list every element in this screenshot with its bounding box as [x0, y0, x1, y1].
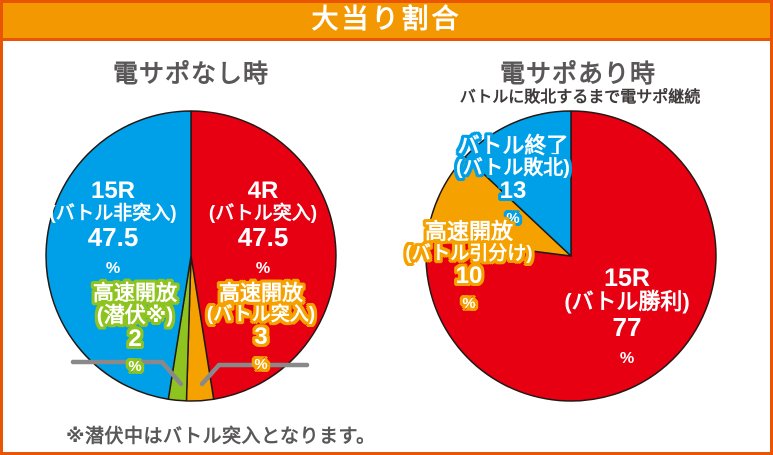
slice-label-line1: 4R — [247, 177, 279, 204]
percent-value: 3 — [254, 322, 268, 350]
pie-2-slice-1 — [426, 155, 572, 257]
slice-label-line2: (バトル突入) — [208, 202, 318, 224]
slice-label-kousoku-senpuku: 高速開放 (潜伏※) 2% — [74, 283, 196, 377]
slice-label-kousoku-battle-draw: 高速開放 (バトル引分け) 10% — [388, 219, 550, 314]
pie-2-slice-0 — [425, 110, 717, 402]
percent-sign: % — [128, 358, 142, 375]
percent-sign: % — [619, 348, 635, 367]
percent-value: 77 — [612, 311, 642, 342]
slice-label-line1: 高速開放 — [424, 219, 513, 244]
callout-line-green-slice — [70, 359, 184, 387]
pie-2-slice-2 — [464, 110, 572, 257]
callout-line-orange-slice — [199, 362, 310, 387]
slice-label-percent: 13% — [432, 176, 594, 229]
right-chart-title: 電サポあり時 — [499, 60, 656, 88]
percent-value: 47.5 — [87, 221, 139, 252]
slice-label-battle-end-defeat: バトル終了 (バトル敗北) 13% — [432, 133, 594, 229]
pie-1-slice-3 — [45, 110, 192, 400]
percent-sign: % — [255, 258, 271, 277]
percent-sign: % — [506, 210, 520, 227]
slice-label-percent: 10% — [388, 261, 550, 314]
percent-value: 2 — [128, 324, 142, 352]
slice-label-percent: 47.5% — [31, 221, 195, 278]
slice-label-percent: 47.5% — [181, 221, 345, 278]
left-chart-title: 電サポなし時 — [112, 60, 269, 88]
header-bar: 大当り割合 — [0, 0, 773, 41]
footnote: ※潜伏中はバトル突入となります。 — [66, 426, 376, 447]
slice-label-percent: 3% — [190, 322, 332, 375]
page-title: 大当り割合 — [311, 4, 462, 34]
percent-sign: % — [105, 258, 121, 277]
pie-1-slice-0 — [190, 110, 337, 400]
slice-label-15r-battle-win: 15R (バトル勝利) 77% — [544, 265, 710, 368]
slice-label-line1: 高速開放 — [219, 282, 303, 305]
slice-label-line2: (バトル突入) — [206, 303, 316, 325]
slice-label-line1: 高速開放 — [93, 282, 177, 305]
slice-label-line2: (バトル敗北) — [456, 156, 570, 179]
slice-label-line2: (バトル引分け) — [405, 242, 533, 264]
slice-label-15r-battle-no-entry: 15R (バトル非突入) 47.5% — [31, 177, 195, 278]
percent-sign: % — [462, 295, 476, 312]
slice-label-percent: 2% — [74, 324, 196, 377]
slice-label-line2: (バトル勝利) — [564, 289, 690, 314]
slice-label-line2: (潜伏※) — [96, 303, 174, 327]
slice-label-percent: 77% — [544, 311, 710, 368]
percent-value: 13 — [499, 176, 527, 204]
percent-value: 10 — [455, 261, 483, 289]
slice-label-line1: バトル終了 — [457, 133, 569, 158]
percent-sign: % — [254, 356, 268, 373]
slice-label-line1: 15R — [604, 264, 650, 292]
right-chart-subtitle: バトルに敗北するまで電サポ継続 — [459, 89, 701, 106]
slice-label-kousoku-battle-entry: 高速開放 (バトル突入) 3% — [190, 283, 332, 374]
percent-value: 47.5 — [237, 221, 289, 252]
slice-label-line1: 15R — [90, 177, 136, 204]
slice-label-4r-battle-entry: 4R (バトル突入) 47.5% — [181, 177, 345, 278]
slice-label-line2: (バトル非突入) — [49, 202, 177, 224]
